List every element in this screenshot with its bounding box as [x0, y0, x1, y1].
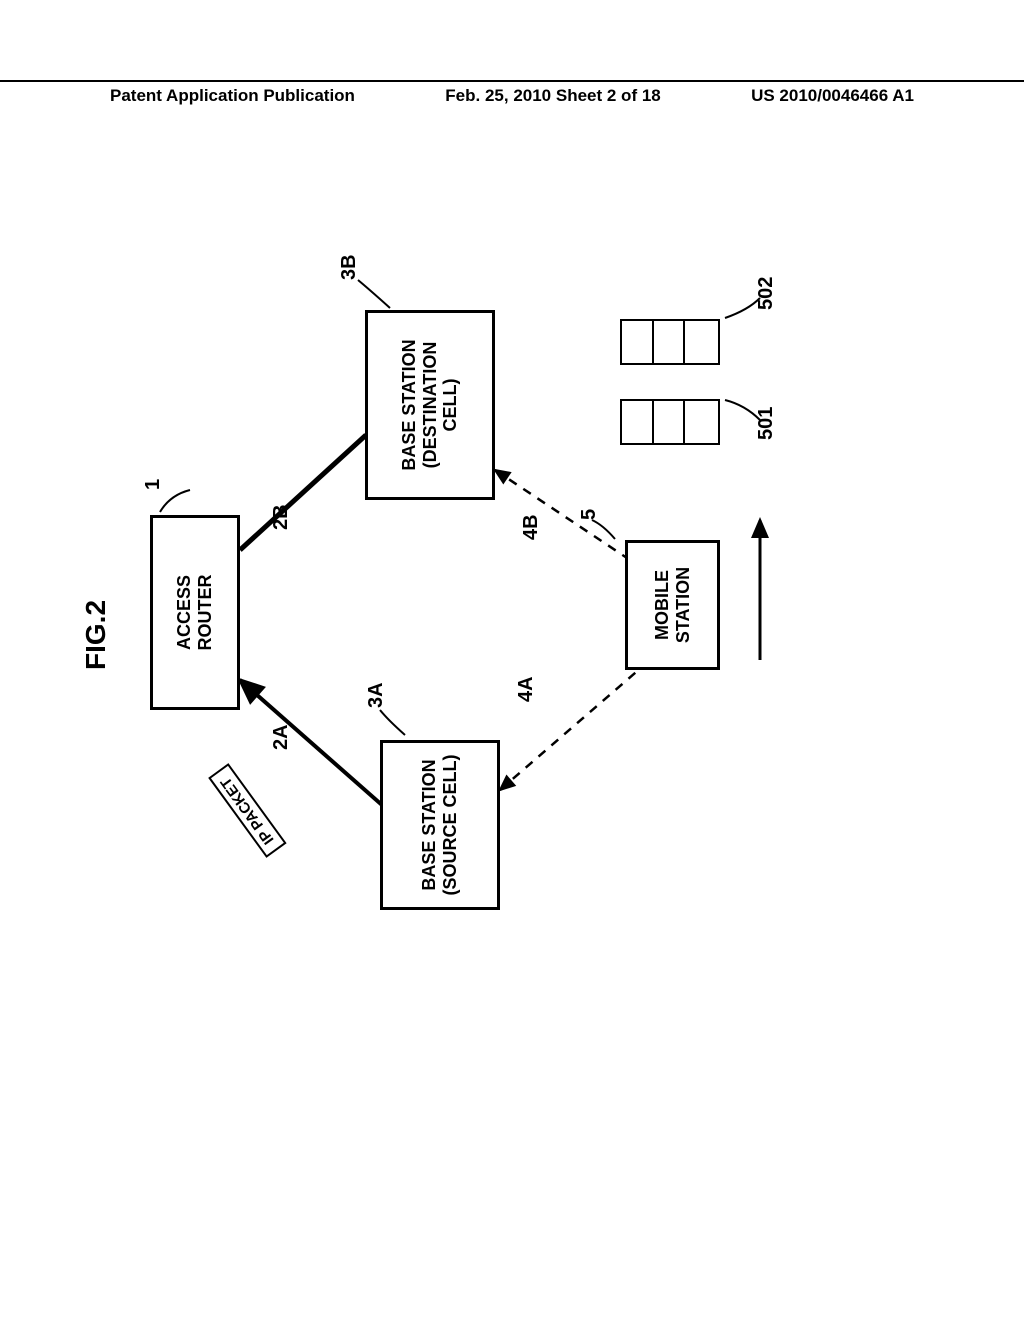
ref-1: 1: [142, 479, 165, 490]
node-access-router: ACCESS ROUTER: [150, 515, 240, 710]
node-base-dest: BASE STATION (DESTINATION CELL): [365, 310, 495, 500]
node-base-source-label: BASE STATION (SOURCE CELL): [419, 755, 460, 896]
page-header: Patent Application Publication Feb. 25, …: [0, 80, 1024, 106]
buffer-502: [620, 319, 720, 365]
node-base-dest-label: BASE STATION (DESTINATION CELL): [399, 339, 461, 470]
node-mobile-station: MOBILE STATION: [625, 540, 720, 670]
label-4b: 4B: [520, 514, 543, 540]
ref-3a: 3A: [365, 682, 388, 708]
figure-title: FIG.2: [80, 600, 112, 670]
ip-packet-label: IP PACKET: [218, 774, 278, 848]
label-2b: 2B: [270, 504, 293, 530]
label-2a: 2A: [270, 724, 293, 750]
label-4a: 4A: [515, 676, 538, 702]
page: Patent Application Publication Feb. 25, …: [0, 0, 1024, 1320]
header-left: Patent Application Publication: [110, 86, 355, 106]
ref-5: 5: [578, 509, 601, 520]
node-mobile-label: MOBILE STATION: [652, 567, 693, 643]
ip-packet-box: IP PACKET: [208, 763, 286, 857]
node-base-source: BASE STATION (SOURCE CELL): [380, 740, 500, 910]
node-access-router-label: ACCESS ROUTER: [174, 575, 215, 651]
ref-501: 501: [755, 407, 778, 440]
ref-502: 502: [755, 277, 778, 310]
figure-2-diagram: FIG.2: [120, 260, 880, 980]
header-right: US 2010/0046466 A1: [751, 86, 914, 106]
buffer-501: [620, 399, 720, 445]
ref-3b: 3B: [338, 254, 361, 280]
header-center: Feb. 25, 2010 Sheet 2 of 18: [445, 86, 660, 106]
